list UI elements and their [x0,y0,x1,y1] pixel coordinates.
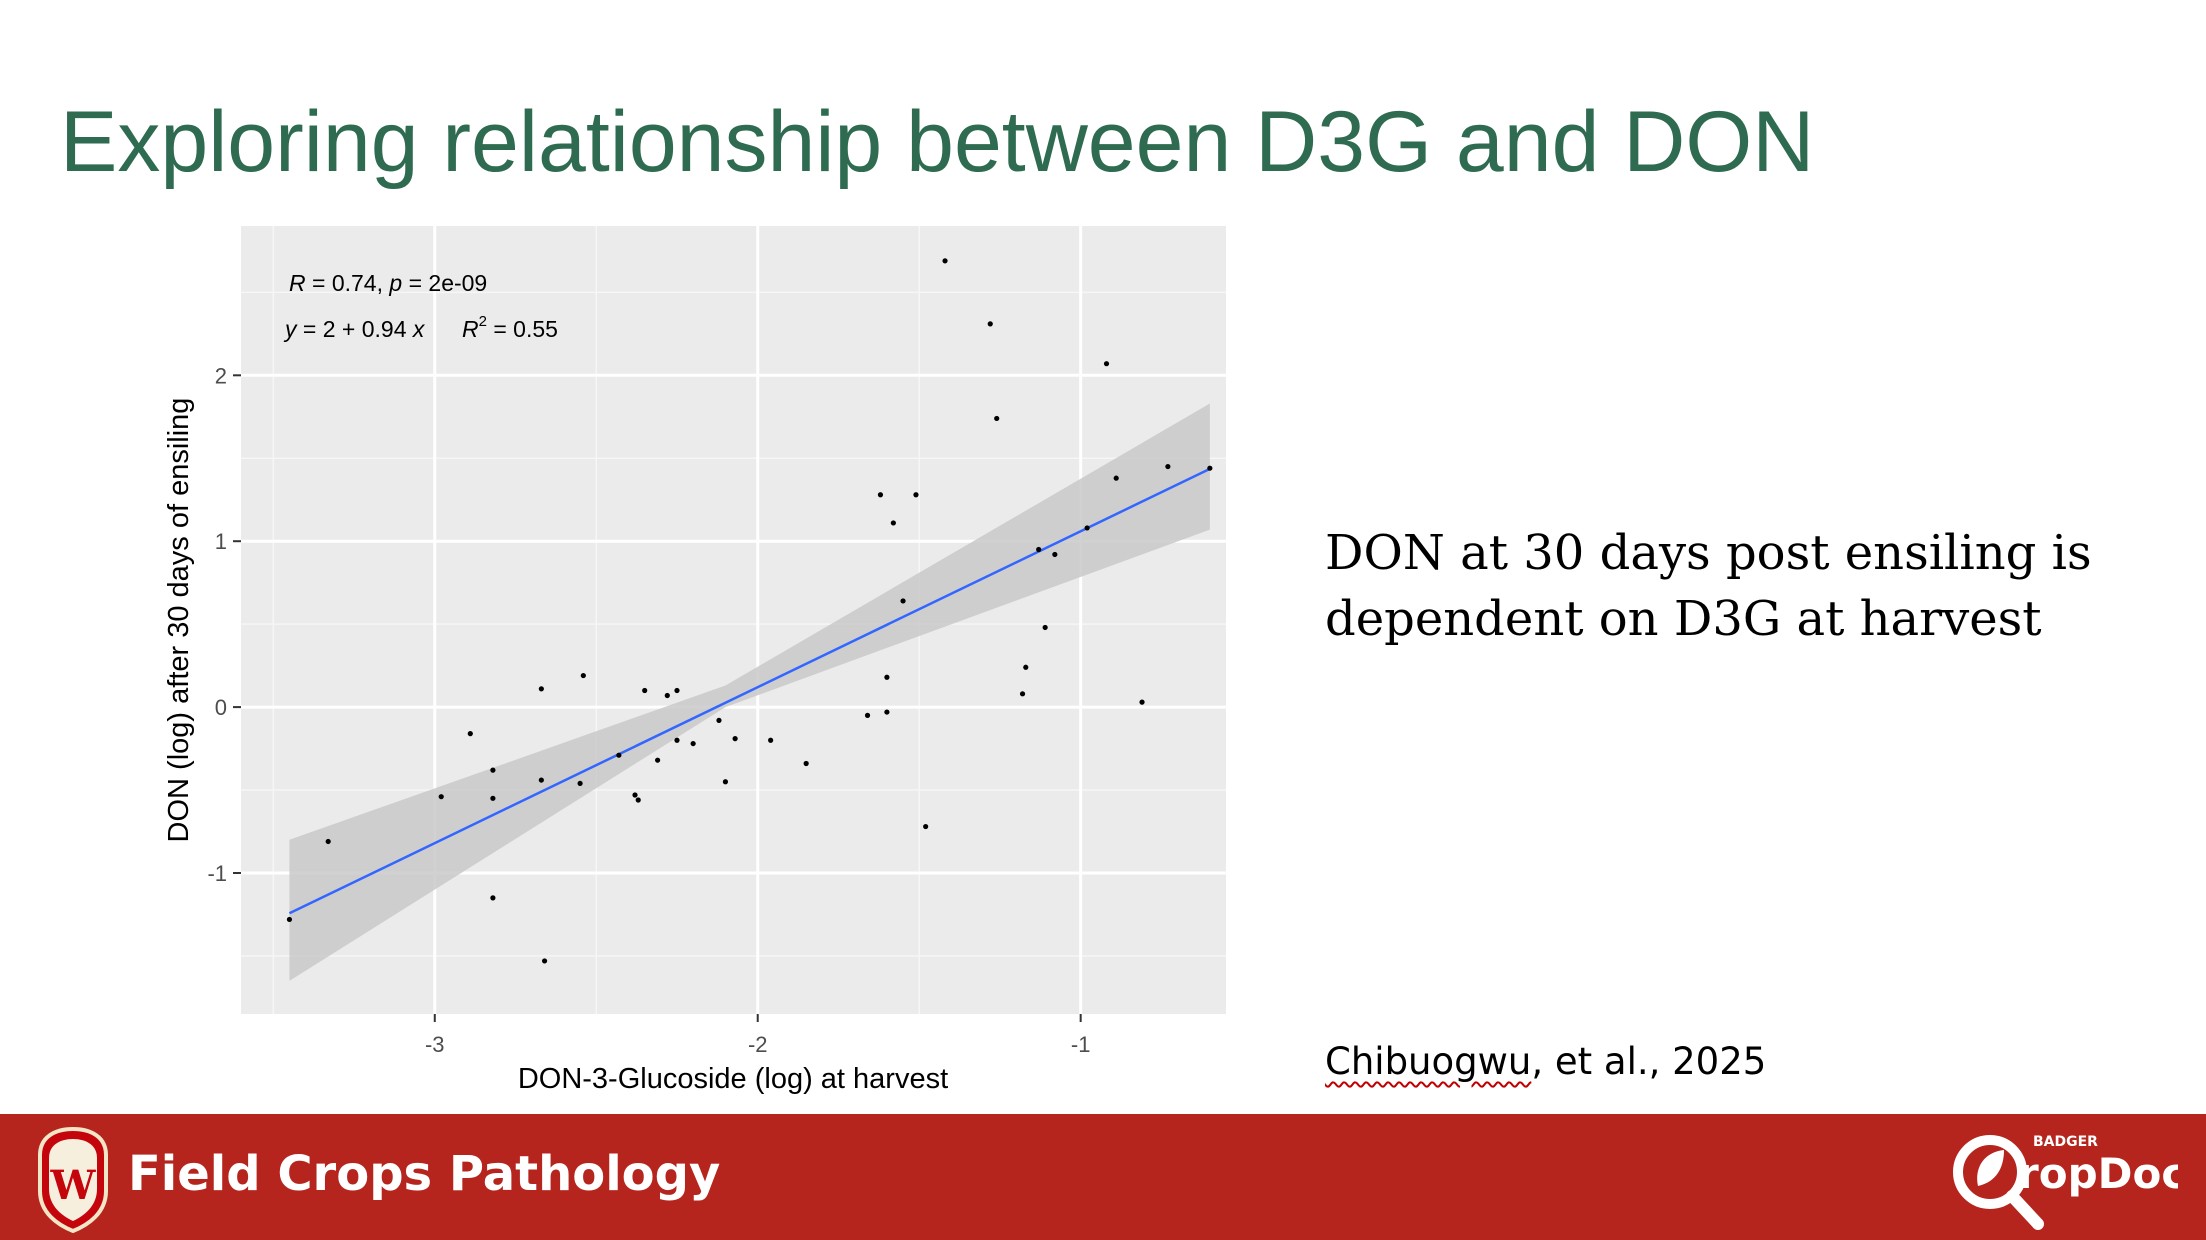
data-point [884,709,890,715]
data-point [732,736,738,742]
data-point [1165,463,1171,470]
data-point [1207,465,1213,471]
data-point [987,321,993,327]
data-point [923,823,929,830]
data-point [655,757,661,763]
data-point [1103,361,1110,367]
eq-y: y [283,316,298,342]
brand-small: BADGER [2033,1134,2098,1150]
data-point [716,717,722,723]
data-point [580,672,586,679]
y-tick-label: 0 [215,695,227,720]
data-point [1084,525,1090,531]
data-point [1042,624,1048,631]
data-point [942,258,948,264]
data-point [490,795,496,801]
stat-annotation: R = 0.74, p = 2e-09 [289,270,487,296]
data-point [674,737,680,743]
crest-letter: W [50,1162,97,1209]
data-point [538,777,544,783]
citation: Chibuogwu, et al., 2025 [1325,1040,1766,1083]
data-point [864,712,871,718]
data-point [768,737,774,743]
data-point [325,838,331,845]
data-point [286,916,293,923]
data-point [722,779,729,785]
brand-main: ropDoc [2018,1149,2178,1198]
data-point [690,740,696,747]
data-point [664,692,670,699]
crop-doc-logo: BADGER ropDoc [1953,1134,2178,1230]
y-axis: -1 0 1 2 [207,363,241,886]
data-point [577,780,583,787]
citation-author: Chibuogwu [1325,1040,1532,1083]
data-point [1019,691,1026,697]
y-tick-label: 1 [215,529,227,554]
citation-rest: , et al., 2025 [1531,1040,1767,1083]
data-point [884,674,890,680]
data-point [994,415,1000,422]
data-point [635,797,641,803]
regression-line [288,467,1211,915]
eq-x: x [412,316,426,342]
data-point [438,794,444,800]
data-point [538,686,544,692]
data-point [490,895,496,901]
data-point [803,760,809,767]
r2-label: R [462,316,479,342]
footer-title: Field Crops Pathology [128,1146,721,1202]
y-tick-label: -1 [207,861,227,886]
x-tick-label: -3 [425,1032,445,1057]
data-point [1036,546,1042,553]
r2-exponent: 2 [479,313,487,330]
r-squared-annotation: R2 = 0.55 [462,313,558,342]
eq-body: = 2 + 0.94 [297,316,413,342]
data-point [1139,699,1145,705]
stat-r-label: R [289,270,306,296]
equation-annotation: y = 2 + 0.94 x [283,316,426,342]
data-point [1052,551,1058,558]
x-axis-title: DON-3-Glucoside (log) at harvest [518,1063,948,1095]
data-point [913,492,919,498]
stat-r-value: = 0.74, [306,270,390,296]
stat-p-value: = 2e-09 [402,270,487,296]
data-point [1023,664,1029,670]
data-point [642,687,648,694]
data-point [616,752,622,758]
data-points [286,258,1213,964]
x-tick-label: -1 [1071,1032,1091,1057]
x-tick-label: -2 [748,1032,768,1057]
footer-bar: W Field Crops Pathology BADGER ropDoc [0,1114,2206,1240]
data-point [877,492,884,498]
slide-title: Exploring relationship between D3G and D… [60,94,1815,190]
stat-p-label: p [388,270,402,296]
uw-crest-icon: W [38,1126,108,1233]
data-point [632,792,638,798]
r2-value: = 0.55 [487,316,558,342]
main-statement: DON at 30 days post ensiling is dependen… [1325,525,2092,647]
data-point [900,598,906,604]
y-axis-title: DON (log) after 30 days of ensiling [163,398,195,843]
scatter-chart: -3 -2 -1 -1 0 1 2 R = 0.74, p = 2e-09 y = 2 +… [163,226,1226,1095]
y-tick-label: 2 [215,363,227,388]
data-point [890,520,896,526]
data-point [541,958,548,964]
data-point [467,731,473,737]
data-point [1113,475,1119,481]
data-point [490,767,496,773]
data-point [674,687,680,694]
x-axis: -3 -2 -1 [425,1014,1090,1057]
